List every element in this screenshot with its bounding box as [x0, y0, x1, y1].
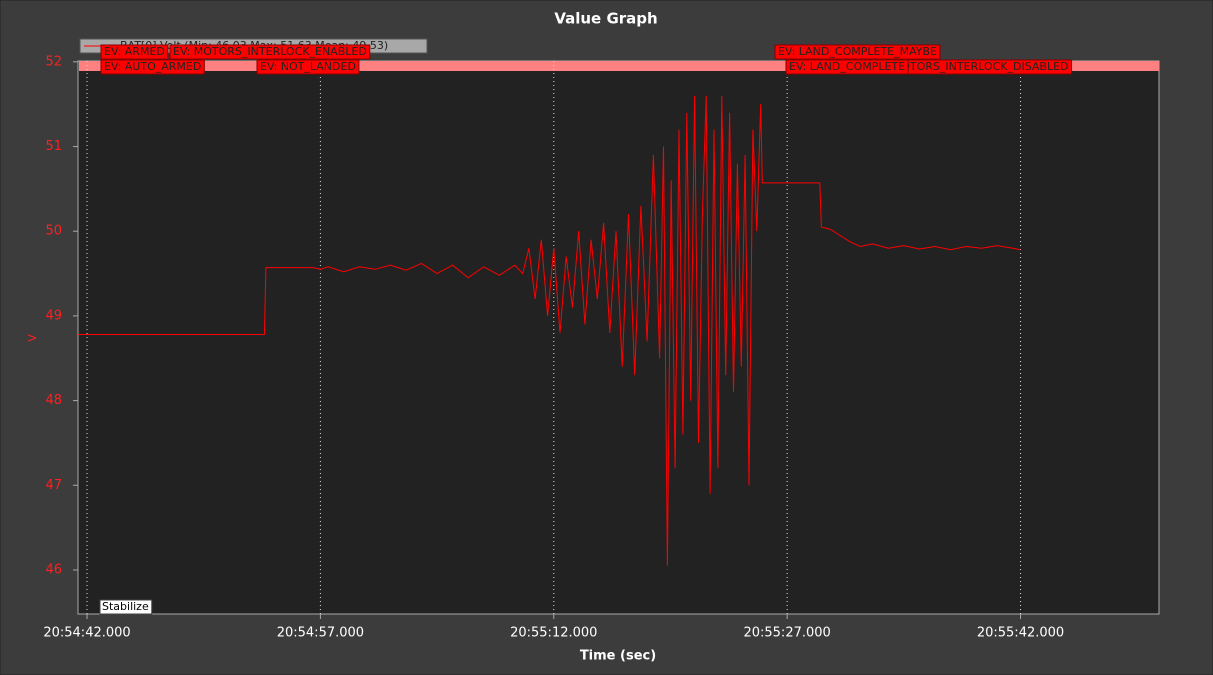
event-box	[169, 44, 371, 60]
x-tick-label: 20:54:57.000	[277, 626, 364, 641]
event-box	[774, 44, 941, 60]
y-tick-label: 51	[45, 139, 62, 154]
event-box	[100, 44, 169, 60]
data-line	[78, 95, 1021, 566]
x-tick-label: 20:54:42.000	[43, 626, 130, 641]
event-label: EV: AUTO_ARMED	[104, 60, 201, 73]
event-box	[100, 59, 205, 75]
y-tick-label: 46	[45, 562, 62, 577]
y-tick-label: 49	[45, 308, 62, 323]
x-axis-label: Time (sec)	[580, 649, 656, 664]
mode-label: Stabilize	[102, 600, 149, 613]
y-axis-label: V	[26, 334, 39, 342]
plot-area	[77, 60, 1160, 615]
chart-title: Value Graph	[554, 10, 657, 28]
event-label: EV: MOTORS_INTERLOCK_DISABLED	[871, 60, 1069, 73]
event-band	[79, 61, 1159, 71]
event-label: EV: LAND_COMPLETE	[789, 60, 905, 73]
event-label: EV: ARMED	[104, 45, 165, 58]
y-tick-label: 52	[45, 54, 62, 69]
event-label: EV: NOT_LANDED	[260, 60, 356, 73]
event-box	[256, 59, 360, 75]
y-tick-label: 47	[45, 478, 62, 493]
mode-box	[99, 599, 153, 615]
event-label: EV: LAND_COMPLETE_MAYBE	[778, 45, 937, 58]
x-tick-label: 20:55:42.000	[977, 626, 1064, 641]
event-label: EV: MOTORS_INTERLOCK_ENABLED	[173, 45, 367, 58]
x-tick-label: 20:55:27.000	[743, 626, 830, 641]
y-tick-label: 50	[45, 224, 62, 239]
x-tick-label: 20:55:12.000	[510, 626, 597, 641]
event-box	[785, 59, 909, 75]
y-tick-label: 48	[45, 393, 62, 408]
